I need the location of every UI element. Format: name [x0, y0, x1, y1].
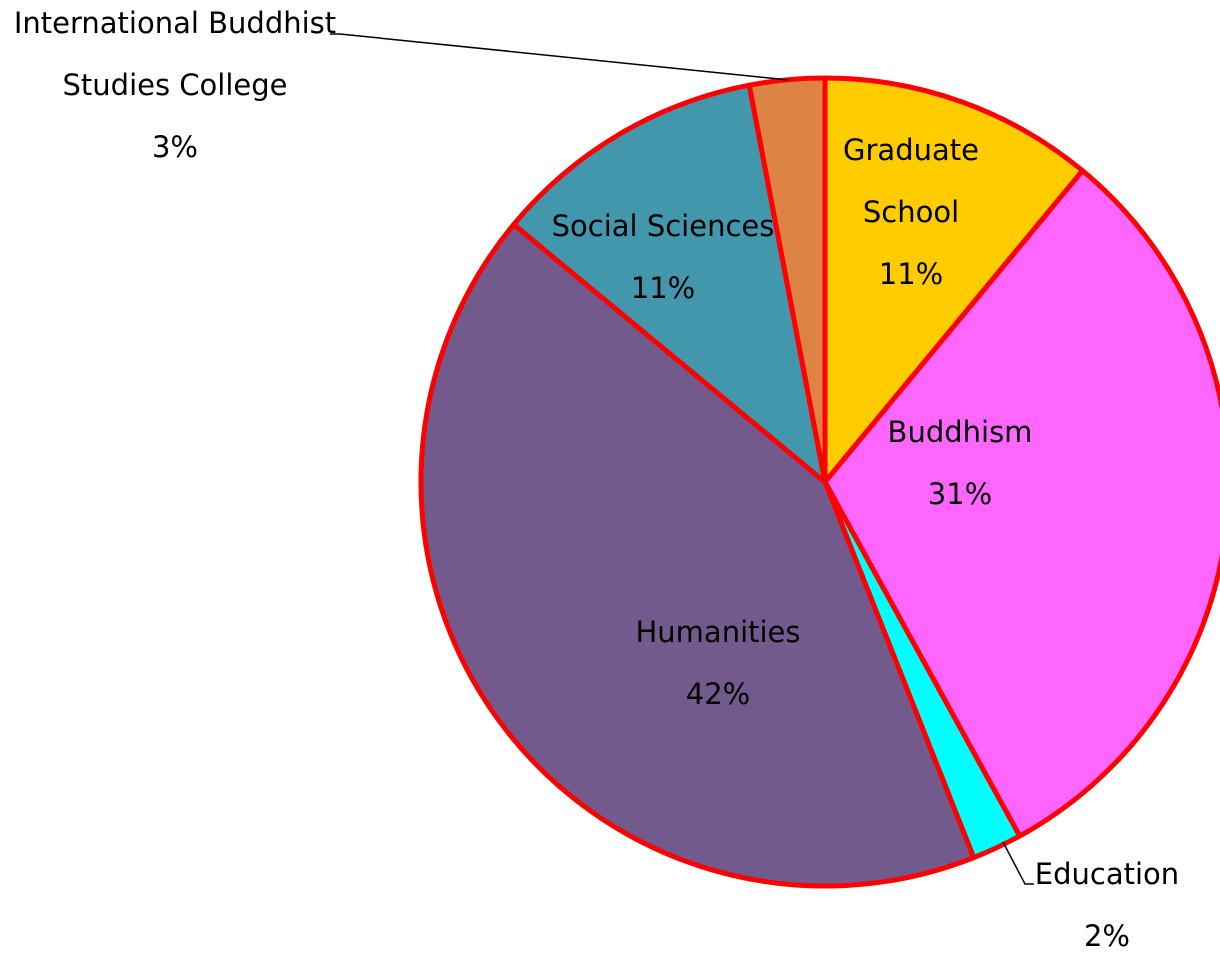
slice-value-label-3: 42% [686, 677, 750, 711]
slice-value-label-2: 2% [1084, 919, 1130, 953]
slice-name-label-0-1: School [863, 195, 959, 229]
pie-slice-1 [822, 168, 1220, 839]
slice-value-label-5: 3% [152, 130, 198, 164]
slice-labels: Graduate School 11% Buddhism 31% Education 2% H… [14, 6, 1179, 953]
pie-slice-0 [822, 75, 1086, 485]
slice-value-label-4: 11% [631, 271, 695, 305]
slice-name-label-0-0: Graduate [843, 133, 979, 167]
slice-value-label-0: 11% [879, 257, 943, 291]
slice-name-label-4-0: Social Sciences [552, 209, 775, 243]
leader-line-5 [330, 33, 790, 81]
slice-value-label-1: 31% [928, 477, 992, 511]
pie-slice-3 [418, 221, 977, 889]
slice-name-label-2-0: Education [1035, 857, 1179, 891]
pie-slice-4 [511, 82, 828, 485]
leader-line-2 [1002, 841, 1034, 885]
pie-slices [418, 75, 1220, 889]
slice-name-label-3-0: Humanities [635, 615, 800, 649]
slice-name-label-5-1: Studies College [63, 68, 288, 102]
slice-name-label-1-0: Buddhism [888, 415, 1033, 449]
slice-name-label-5-0: International Buddhist [14, 6, 336, 40]
leader-lines [330, 33, 1034, 885]
